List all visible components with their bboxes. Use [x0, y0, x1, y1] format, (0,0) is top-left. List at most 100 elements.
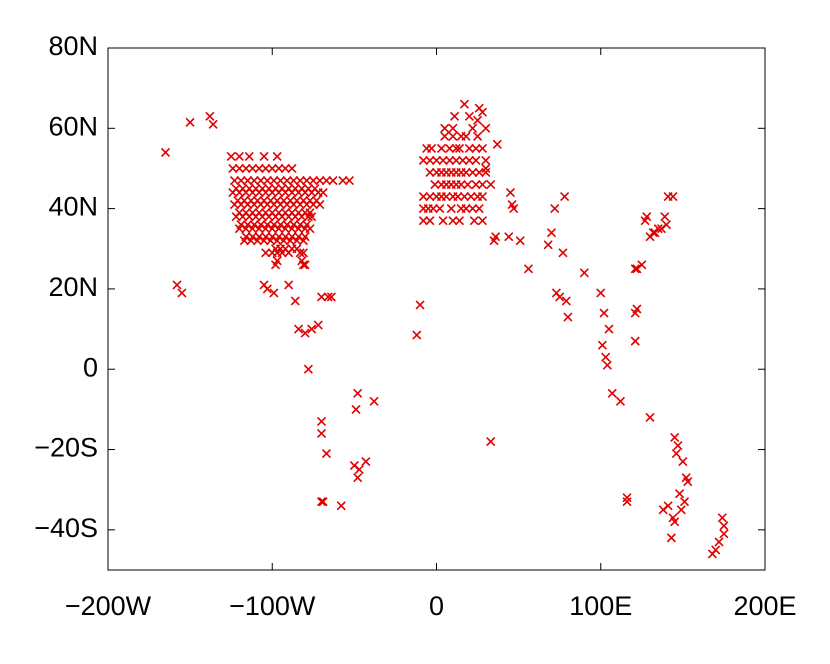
marker [305, 196, 315, 206]
marker [316, 428, 327, 439]
marker [267, 232, 277, 242]
marker [246, 196, 256, 206]
marker [456, 179, 466, 190]
marker [353, 388, 363, 398]
marker [302, 220, 312, 230]
x-tick-label: 200E [733, 591, 796, 621]
marker [318, 187, 328, 198]
marker [205, 111, 215, 121]
marker [622, 493, 632, 503]
marker [316, 497, 327, 507]
marker [425, 155, 435, 165]
marker [234, 208, 244, 218]
marker [252, 196, 263, 206]
marker [279, 196, 289, 206]
marker [448, 123, 458, 133]
marker [295, 175, 305, 186]
marker [316, 416, 327, 426]
marker [481, 123, 491, 133]
marker [351, 404, 361, 414]
marker [604, 324, 614, 334]
marker [445, 155, 455, 165]
marker [293, 232, 304, 242]
marker [471, 155, 481, 165]
marker [683, 477, 693, 487]
marker [425, 216, 435, 226]
marker [298, 196, 309, 206]
marker [280, 244, 290, 254]
marker [471, 143, 481, 153]
marker [596, 288, 606, 298]
marker [555, 292, 565, 302]
marker [323, 292, 333, 302]
marker [446, 204, 456, 214]
marker [321, 175, 332, 186]
marker [308, 175, 318, 186]
marker [454, 143, 465, 153]
marker [441, 192, 451, 202]
marker [297, 256, 307, 266]
marker [459, 99, 469, 109]
marker [285, 196, 295, 206]
marker [326, 292, 336, 302]
marker [293, 208, 304, 218]
marker [289, 220, 299, 230]
marker [630, 336, 640, 346]
marker [336, 501, 346, 511]
plot-frame [107, 47, 766, 571]
marker [208, 119, 218, 129]
marker [318, 497, 328, 507]
marker [172, 280, 182, 290]
marker [523, 264, 534, 274]
marker [428, 204, 438, 214]
y-tick-label: 60N [48, 111, 98, 141]
marker [448, 131, 458, 141]
marker [645, 412, 655, 422]
marker [249, 175, 259, 186]
marker [563, 312, 573, 322]
x-tick-label: −100W [229, 591, 316, 621]
marker [418, 192, 428, 202]
marker [597, 340, 607, 350]
marker [668, 513, 678, 523]
y-tick-label: 0 [83, 352, 98, 382]
marker [425, 192, 435, 202]
marker [464, 143, 474, 153]
marker [474, 204, 484, 214]
marker [418, 216, 428, 226]
x-tick-label: 0 [429, 591, 444, 621]
marker [261, 208, 271, 218]
marker [599, 308, 609, 318]
marker [177, 288, 187, 298]
marker [560, 192, 570, 202]
marker [239, 196, 249, 206]
marker [477, 143, 488, 153]
marker [648, 228, 658, 238]
marker [275, 220, 286, 230]
marker [412, 330, 422, 340]
marker [425, 167, 435, 178]
marker [313, 320, 323, 330]
marker [675, 489, 685, 499]
marker [468, 123, 478, 133]
marker [658, 505, 668, 515]
marker [234, 151, 244, 161]
marker [676, 505, 686, 515]
marker [280, 163, 290, 174]
marker [287, 232, 297, 242]
marker [670, 432, 680, 443]
marker [474, 167, 484, 178]
marker [302, 175, 312, 186]
marker [486, 436, 496, 447]
marker [515, 236, 525, 246]
marker [660, 212, 670, 222]
x-tick-label: −200W [65, 591, 152, 621]
marker [477, 192, 488, 202]
marker [579, 268, 589, 278]
marker [234, 163, 244, 174]
marker [256, 175, 266, 186]
marker [707, 549, 718, 559]
marker [468, 204, 478, 214]
marker [678, 457, 688, 467]
marker [464, 155, 474, 165]
